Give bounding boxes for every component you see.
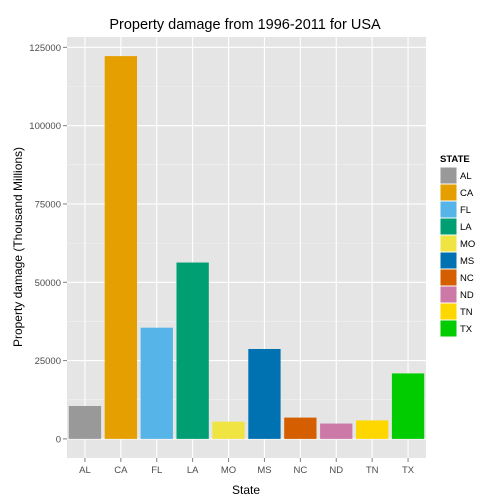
y-tick-label: 125000 [29, 43, 61, 54]
bar-al [68, 406, 102, 439]
chart-title: Property damage from 1996-2011 for USA [109, 17, 381, 33]
x-axis-ticks: AL CA FL LA MO MS NC ND TN TX [79, 458, 415, 476]
bar-la [176, 262, 209, 439]
bar-ms [248, 348, 281, 439]
y-tick-label: 25000 [35, 356, 61, 367]
legend-label: FL [460, 205, 471, 216]
legend-label: ND [460, 290, 474, 301]
legend-swatch-fl [440, 201, 457, 218]
legend-title: STATE [440, 154, 470, 165]
legend-swatch-ca [440, 184, 457, 201]
legend: STATE AL CA FL LA MO MS NC ND TN TX [439, 154, 475, 338]
legend-swatch-nc [440, 269, 457, 286]
legend-swatch-nd [440, 286, 457, 303]
x-tick-label: NC [293, 465, 307, 476]
x-tick-label: CA [114, 465, 128, 476]
bar-mo [212, 421, 245, 439]
x-tick-label: FL [151, 465, 162, 476]
x-tick-label: ND [329, 465, 343, 476]
legend-label: AL [460, 171, 472, 182]
y-axis-title: Property damage (Thousand Millions) [11, 147, 25, 347]
x-tick-label: MS [257, 465, 271, 476]
x-tick-label: AL [79, 465, 91, 476]
legend-label: CA [460, 188, 474, 199]
bar-nc [284, 417, 317, 439]
legend-items: AL CA FL LA MO MS NC ND TN TX [439, 166, 475, 338]
y-tick-label: 0 [56, 434, 61, 445]
x-tick-label: TX [402, 465, 415, 476]
bar-ca [104, 56, 138, 439]
legend-swatch-ms [440, 252, 457, 269]
legend-label: LA [460, 222, 472, 233]
y-tick-label: 50000 [35, 278, 61, 289]
x-axis-title: State [232, 483, 260, 497]
legend-swatch-tn [440, 303, 457, 320]
legend-label: MS [460, 256, 474, 267]
x-tick-label: LA [187, 465, 199, 476]
legend-swatch-mo [440, 235, 457, 252]
legend-swatch-la [440, 218, 457, 235]
x-tick-label: TN [366, 465, 379, 476]
y-axis-ticks: 0 25000 50000 75000 100000 125000 [29, 43, 67, 445]
legend-label: TX [460, 324, 473, 335]
x-tick-label: MO [221, 465, 236, 476]
legend-swatch-tx [440, 320, 457, 337]
y-tick-label: 75000 [35, 199, 61, 210]
bar-fl [140, 327, 173, 439]
bar-nd [320, 423, 353, 439]
legend-swatch-al [440, 167, 457, 184]
bars [68, 56, 425, 439]
y-tick-label: 100000 [29, 121, 61, 132]
legend-label: TN [460, 307, 473, 318]
legend-label: NC [460, 273, 474, 284]
legend-label: MO [460, 239, 475, 250]
bar-tx [391, 373, 425, 439]
bar-tn [355, 420, 389, 439]
